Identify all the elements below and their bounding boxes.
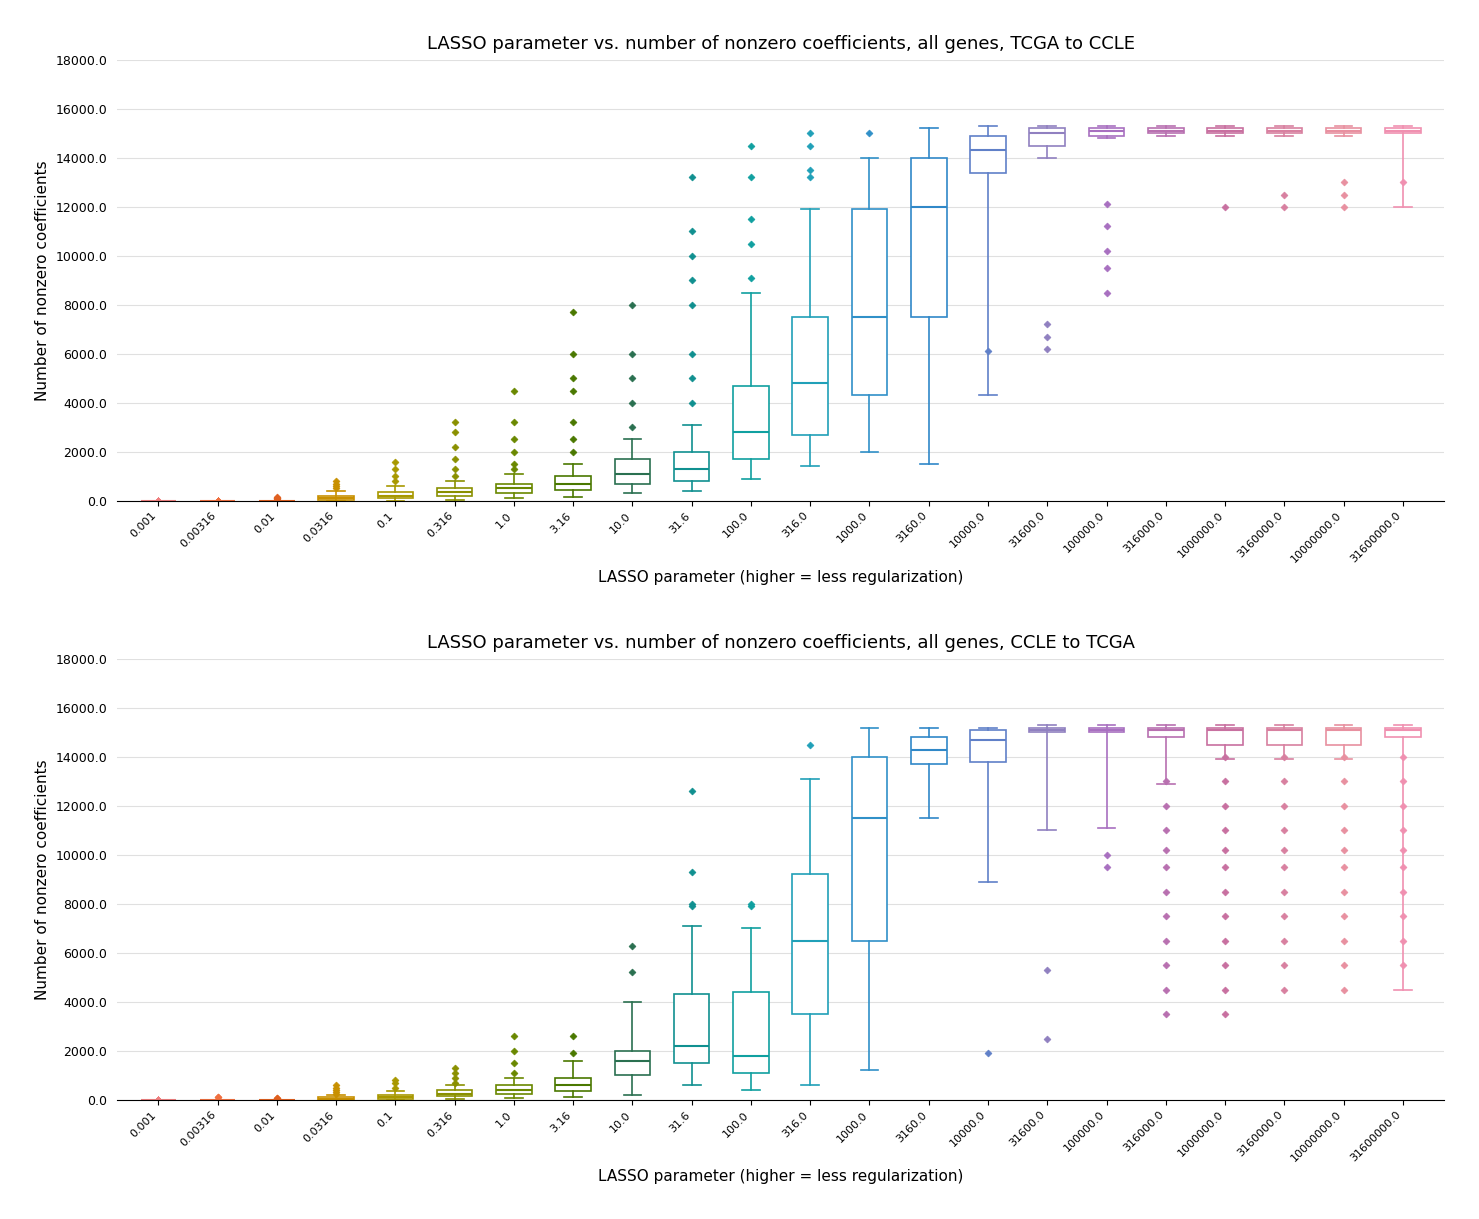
PathPatch shape [793, 317, 828, 435]
PathPatch shape [1207, 728, 1242, 745]
PathPatch shape [556, 477, 592, 490]
PathPatch shape [1089, 128, 1124, 135]
Y-axis label: Number of nonzero coefficients: Number of nonzero coefficients [34, 160, 50, 401]
PathPatch shape [1266, 728, 1302, 745]
PathPatch shape [615, 1051, 651, 1075]
PathPatch shape [556, 1078, 592, 1091]
PathPatch shape [674, 995, 710, 1063]
PathPatch shape [793, 874, 828, 1014]
PathPatch shape [495, 484, 531, 494]
PathPatch shape [1384, 128, 1420, 133]
Title: LASSO parameter vs. number of nonzero coefficients, all genes, TCGA to CCLE: LASSO parameter vs. number of nonzero co… [426, 34, 1134, 52]
PathPatch shape [318, 1097, 353, 1100]
PathPatch shape [1266, 128, 1302, 133]
PathPatch shape [911, 157, 947, 317]
PathPatch shape [615, 460, 651, 484]
PathPatch shape [970, 135, 1006, 173]
X-axis label: LASSO parameter (higher = less regularization): LASSO parameter (higher = less regulariz… [598, 570, 963, 585]
PathPatch shape [734, 992, 769, 1073]
PathPatch shape [1207, 128, 1242, 133]
PathPatch shape [852, 757, 887, 941]
PathPatch shape [852, 210, 887, 395]
PathPatch shape [436, 489, 472, 496]
PathPatch shape [734, 385, 769, 460]
PathPatch shape [318, 496, 353, 500]
PathPatch shape [495, 1085, 531, 1093]
PathPatch shape [1325, 728, 1361, 745]
PathPatch shape [1325, 128, 1361, 133]
Title: LASSO parameter vs. number of nonzero coefficients, all genes, CCLE to TCGA: LASSO parameter vs. number of nonzero co… [426, 634, 1134, 652]
PathPatch shape [911, 737, 947, 764]
PathPatch shape [1029, 128, 1065, 145]
PathPatch shape [436, 1090, 472, 1096]
PathPatch shape [674, 452, 710, 482]
X-axis label: LASSO parameter (higher = less regularization): LASSO parameter (higher = less regulariz… [598, 1169, 963, 1185]
PathPatch shape [377, 1095, 413, 1098]
PathPatch shape [1089, 728, 1124, 733]
PathPatch shape [970, 730, 1006, 762]
Y-axis label: Number of nonzero coefficients: Number of nonzero coefficients [34, 759, 50, 1000]
PathPatch shape [1148, 728, 1183, 737]
PathPatch shape [1384, 728, 1420, 737]
PathPatch shape [377, 492, 413, 499]
PathPatch shape [1029, 728, 1065, 733]
PathPatch shape [1148, 128, 1183, 133]
